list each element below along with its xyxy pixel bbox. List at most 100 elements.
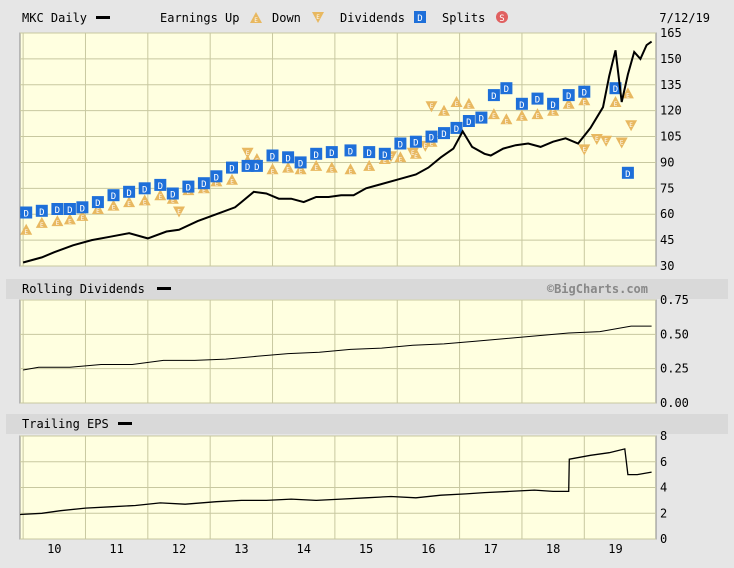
earnings-down-marker: E [241,147,254,159]
svg-text:D: D [429,134,434,144]
svg-text:D: D [186,184,191,194]
splits-label: Splits [442,11,485,25]
svg-text:D: D [504,85,509,95]
y-tick-label: 8 [660,429,667,443]
svg-text:E: E [96,208,100,215]
svg-text:D: D [55,206,60,216]
svg-text:E: E [399,156,403,163]
y-tick-label: 45 [660,233,674,247]
svg-text:E: E [254,17,258,24]
earnings-up-marker: E [609,96,622,108]
earnings-up-marker: E [363,159,376,172]
svg-text:D: D [382,151,387,161]
eps-panel-header [6,414,728,434]
svg-text:E: E [40,222,44,229]
dividend-marker: D [250,159,263,173]
svg-text:E: E [582,146,586,153]
svg-text:E: E [127,201,131,208]
svg-text:E: E [230,179,234,186]
dividend-marker: D [438,127,450,140]
earnings-up-marker: E [344,163,357,175]
dividend-marker: D [107,189,120,202]
y-tick-label: 165 [660,26,682,40]
dividend-icon: D [414,11,426,24]
earnings-up-marker: E [76,209,89,222]
dividends-line-legend [157,287,171,290]
dividend-marker: D [282,151,295,164]
earnings-down-marker: E [578,144,591,156]
svg-text:E: E [171,198,175,205]
price-plot-area [19,32,657,267]
x-tick-label: 11 [109,542,123,556]
dividend-marker: D [487,89,500,102]
earnings-up-marker: E [462,97,475,110]
svg-text:D: D [625,170,630,180]
earnings-up-marker: E [107,199,120,212]
dividend-marker: D [325,146,338,159]
y-tick-label: 0.50 [660,327,689,341]
price-grid [20,32,656,267]
svg-text:D: D [366,149,371,159]
dividend-marker: D [475,111,488,125]
rolling-dividends-label: Rolling Dividends [22,282,145,296]
svg-text:E: E [430,141,434,148]
svg-text:D: D [170,191,175,201]
svg-text:E: E [567,103,571,110]
svg-text:E: E [411,150,415,157]
dividend-marker: D [154,178,167,192]
svg-text:E: E [442,110,446,117]
earnings-down-marker: E [600,135,613,147]
y-tick-label: 105 [660,130,682,144]
dividend-marker: D [378,147,391,161]
svg-text:E: E [81,215,85,222]
earnings-up-marker: E [325,161,338,174]
svg-text:D: D [298,159,303,169]
earnings-up-marker: E [547,104,560,117]
dividends-plot-area [19,299,657,404]
price-line-legend [96,16,110,19]
dividend-marker: D [266,149,279,163]
down-label: Down [272,11,301,25]
svg-text:D: D [441,130,446,140]
earnings-up-marker: E [515,109,528,122]
x-tick-label: 16 [421,542,435,556]
dividend-marker: D [450,121,463,135]
svg-text:D: D [348,147,353,157]
svg-text:E: E [467,103,471,110]
svg-text:D: D [270,153,275,163]
dividend-marker: D [91,196,104,209]
earnings-up-marker: E [20,223,33,236]
svg-text:E: E [383,158,387,165]
earnings-up-marker: E [487,108,500,120]
dividend-marker: D [515,97,528,111]
svg-text:D: D [245,163,250,173]
earnings-up-marker: E [266,163,279,175]
dividend-marker: D [51,203,64,216]
earnings-up-marker: E [154,189,167,201]
svg-text:E: E [604,138,608,145]
svg-text:D: D [398,141,403,151]
svg-text:E: E [349,168,353,175]
svg-text:D: D [613,85,618,95]
svg-text:D: D [519,101,524,111]
dividend-marker: D [462,115,475,128]
y-tick-label: 0 [660,532,667,546]
svg-text:D: D [479,115,484,125]
svg-text:D: D [566,92,571,102]
bigcharts-watermark: ©BigCharts.com [547,282,648,296]
svg-text:D: D [491,92,496,102]
y-tick-label: 0.25 [660,362,689,376]
svg-text:D: D [67,206,72,216]
dividend-marker: D [35,204,48,218]
svg-text:E: E [389,153,393,160]
earnings-up-marker: E [450,96,463,108]
price-panel-header: MKC Daily Earnings Up E Down E Dividends… [22,11,710,25]
earnings-up-marker: E [35,216,48,229]
x-axis: 10 11 12 13 14 15 16 17 18 19 [47,542,623,556]
earnings-up-marker: E [138,194,151,206]
svg-text:E: E [626,92,630,99]
svg-text:E: E [367,165,371,172]
svg-text:D: D [111,192,116,202]
